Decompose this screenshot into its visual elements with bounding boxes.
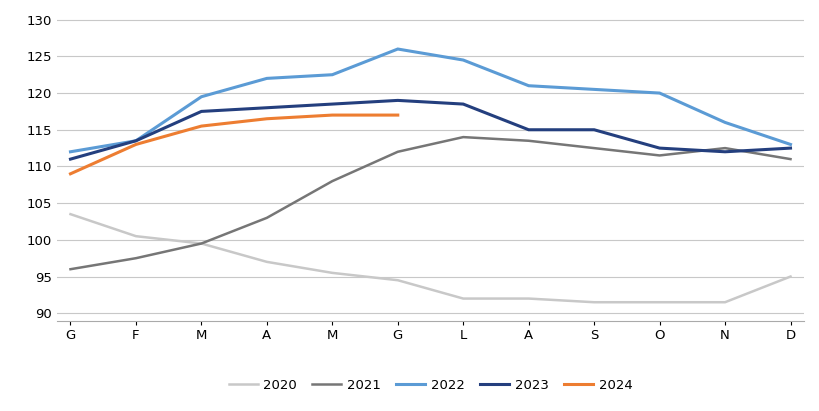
2021 — [392, 149, 402, 154]
2022 — [131, 139, 141, 143]
2024 — [197, 124, 206, 129]
2024 — [261, 116, 271, 121]
2022 — [785, 142, 794, 147]
2022 — [66, 149, 75, 154]
2020 — [654, 300, 663, 305]
2021 — [785, 157, 794, 162]
2020 — [458, 296, 468, 301]
2020 — [327, 270, 337, 275]
2023 — [197, 109, 206, 114]
2023 — [654, 145, 663, 150]
2021 — [131, 256, 141, 261]
2023 — [589, 127, 599, 132]
Line: 2024: 2024 — [70, 115, 397, 174]
2020 — [392, 278, 402, 283]
2020 — [261, 259, 271, 264]
Line: 2021: 2021 — [70, 137, 790, 269]
2022 — [719, 120, 729, 125]
2021 — [197, 241, 206, 246]
2021 — [261, 215, 271, 220]
2021 — [589, 145, 599, 150]
2022 — [197, 94, 206, 99]
2023 — [327, 102, 337, 106]
2020 — [589, 300, 599, 305]
2023 — [458, 102, 468, 106]
2024 — [327, 113, 337, 118]
2024 — [66, 171, 75, 176]
2023 — [66, 157, 75, 162]
2020 — [785, 274, 794, 279]
2023 — [392, 98, 402, 103]
2022 — [392, 46, 402, 51]
2021 — [719, 145, 729, 150]
2021 — [66, 267, 75, 272]
2021 — [458, 135, 468, 140]
2021 — [327, 179, 337, 184]
2024 — [392, 113, 402, 118]
2022 — [589, 87, 599, 92]
2021 — [523, 139, 533, 143]
2020 — [197, 241, 206, 246]
2022 — [458, 58, 468, 62]
2023 — [719, 149, 729, 154]
2023 — [261, 105, 271, 110]
2022 — [261, 76, 271, 81]
2022 — [523, 83, 533, 88]
2021 — [654, 153, 663, 158]
2020 — [66, 212, 75, 217]
Line: 2023: 2023 — [70, 100, 790, 159]
2022 — [327, 72, 337, 77]
2020 — [523, 296, 533, 301]
2022 — [654, 90, 663, 95]
Line: 2020: 2020 — [70, 214, 790, 302]
2020 — [131, 234, 141, 239]
2020 — [719, 300, 729, 305]
Line: 2022: 2022 — [70, 49, 790, 152]
2024 — [131, 142, 141, 147]
2023 — [523, 127, 533, 132]
2023 — [131, 139, 141, 143]
2023 — [785, 145, 794, 150]
Legend: 2020, 2021, 2022, 2023, 2024: 2020, 2021, 2022, 2023, 2024 — [223, 374, 637, 397]
